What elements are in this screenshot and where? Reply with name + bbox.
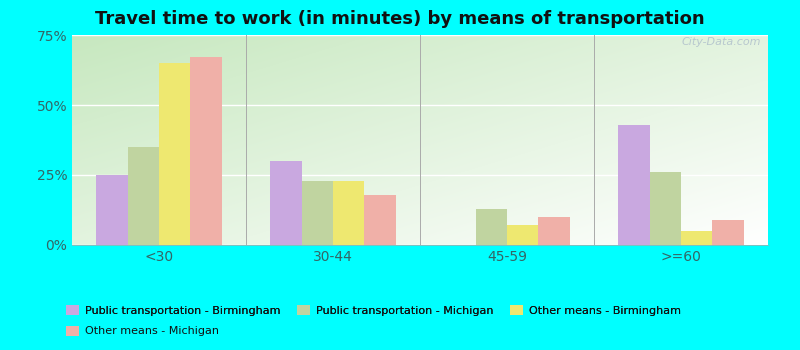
Bar: [712, 220, 744, 245]
Legend: Public transportation - Birmingham, Public transportation - Michigan, Other mean: Public transportation - Birmingham, Publ…: [62, 300, 686, 320]
Bar: [650, 172, 681, 245]
Bar: [333, 181, 364, 245]
Bar: [270, 161, 302, 245]
Legend: Other means - Michigan: Other means - Michigan: [62, 321, 223, 341]
Bar: [476, 209, 507, 245]
Text: City-Data.com: City-Data.com: [682, 37, 761, 47]
Bar: [302, 181, 333, 245]
Text: Travel time to work (in minutes) by means of transportation: Travel time to work (in minutes) by mean…: [95, 10, 705, 28]
Bar: [190, 57, 222, 245]
Bar: [96, 175, 128, 245]
Bar: [364, 195, 396, 245]
Bar: [159, 63, 190, 245]
Bar: [681, 231, 712, 245]
Bar: [128, 147, 159, 245]
Bar: [507, 225, 538, 245]
Bar: [618, 125, 650, 245]
Bar: [538, 217, 570, 245]
